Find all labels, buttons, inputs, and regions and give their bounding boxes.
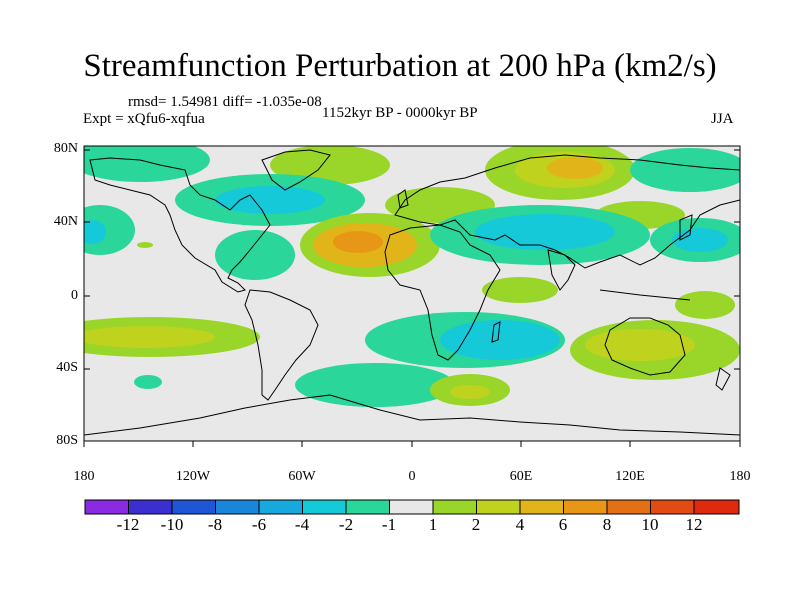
contour-field: [84, 146, 740, 407]
coast-antarctica: [84, 394, 740, 436]
colorbar-swatch: [519, 499, 564, 515]
colorbar-swatch: [171, 499, 216, 515]
colorbar-swatch: [606, 499, 651, 515]
anomaly-blob: [84, 220, 106, 244]
anomaly-blob: [630, 148, 740, 192]
anomaly-blob: [134, 375, 162, 389]
colorbar-swatch: [258, 499, 303, 515]
colorbar-label: -10: [160, 515, 184, 534]
anomaly-blob: [450, 385, 490, 399]
colorbar-swatch: [389, 499, 434, 515]
colorbar-swatch: [476, 499, 521, 515]
x-label-120e: 120E: [615, 469, 645, 484]
y-label-40n: 40N: [53, 214, 78, 229]
colorbar-label: -12: [116, 515, 140, 534]
coast-japan: [679, 214, 693, 241]
anomaly-blob: [547, 157, 603, 179]
y-label-80s: 80S: [56, 433, 78, 448]
x-label-60e: 60E: [509, 469, 533, 484]
rmsd-stats: rmsd= 1.54981 diff= -1.035e-08: [128, 94, 322, 110]
colorbar-label: -4: [294, 515, 310, 534]
anomaly-blob: [215, 230, 295, 280]
anomaly-blob: [270, 146, 390, 185]
map-panel: [83, 145, 741, 447]
colorbar-label: -8: [207, 515, 223, 534]
colorbar-swatch: [693, 499, 740, 515]
anomaly-blob: [215, 186, 325, 214]
y-label-40s: 40S: [56, 360, 78, 375]
anomaly-blob: [84, 326, 215, 348]
coast-australia: [604, 317, 686, 376]
colorbar-swatch: [302, 499, 347, 515]
coast-india: [547, 249, 576, 291]
anomaly-blob: [475, 214, 615, 250]
coast-uk: [397, 189, 409, 209]
colorbar: [84, 499, 740, 515]
anomaly-blob: [84, 146, 210, 182]
coast-south-america: [244, 289, 319, 401]
colorbar-label: 12: [685, 515, 703, 534]
anomaly-blob: [295, 363, 455, 407]
colorbar-swatch: [215, 499, 260, 515]
colorbar-swatch: [650, 499, 695, 515]
plot-title: Streamfunction Perturbation at 200 hPa (…: [83, 48, 717, 84]
colorbar-label: 10: [641, 515, 659, 534]
colorbar-label: 2: [471, 515, 481, 534]
anomaly-blob: [672, 228, 728, 252]
anomaly-blob: [675, 291, 735, 319]
colorbar-swatch: [432, 499, 477, 515]
x-label-180e: 180: [729, 469, 751, 484]
colorbar-swatch: [128, 499, 173, 515]
anomaly-blob: [585, 329, 695, 361]
coast-indonesia: [599, 289, 691, 301]
anomaly-blob: [482, 277, 558, 303]
colorbar-swatch: [84, 499, 129, 515]
anomaly-blob: [137, 242, 153, 248]
season-label: JJA: [711, 111, 734, 127]
x-label-60w: 60W: [288, 469, 316, 484]
y-label-0: 0: [71, 288, 78, 303]
colorbar-swatch: [345, 499, 390, 515]
coast-greenland: [261, 149, 331, 191]
coastlines: [84, 149, 740, 436]
colorbar-label: -2: [338, 515, 354, 534]
coast-madagascar: [491, 321, 501, 343]
coast-new-zealand: [715, 367, 731, 391]
colorbar-label: 6: [558, 515, 568, 534]
y-ticks: [84, 149, 740, 442]
x-ticks: [83, 441, 741, 447]
coast-north-america: [89, 157, 271, 293]
colorbar-label: -1: [381, 515, 397, 534]
colorbar-label: -6: [251, 515, 267, 534]
y-label-80n: 80N: [53, 141, 78, 156]
coast-africa: [384, 224, 501, 361]
experiment-label: Expt = xQfu6-xqfua: [83, 111, 205, 127]
colorbar-label: 1: [428, 515, 438, 534]
x-label-180w: 180: [73, 469, 95, 484]
anomaly-blob: [333, 231, 383, 253]
colorbar-swatch: [563, 499, 608, 515]
colorbar-label: 8: [602, 515, 612, 534]
x-label-0: 0: [408, 469, 416, 484]
colorbar-label: 4: [515, 515, 525, 534]
x-label-120w: 120W: [175, 469, 211, 484]
period-label: 1152kyr BP - 0000kyr BP: [322, 105, 478, 121]
